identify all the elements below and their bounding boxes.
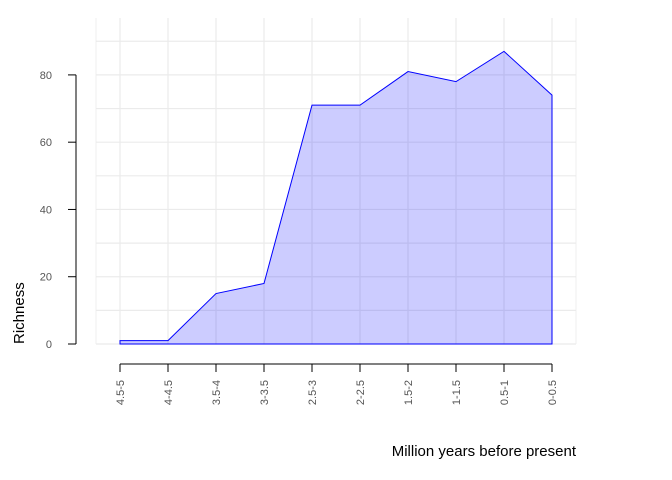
x-tick-label: 2-2.5 <box>355 380 367 405</box>
x-tick-label: 0.5-1 <box>499 380 511 405</box>
y-tick-label: 40 <box>40 204 52 216</box>
y-tick-label: 0 <box>46 339 52 351</box>
x-tick-label: 3-3.5 <box>259 380 271 405</box>
x-axis: 4.5-5 4-4.5 3.5-4 3-3.5 2.5-3 2-2.5 1.5-2 1-1.5… <box>115 363 559 405</box>
x-tick-label: 4-4.5 <box>163 380 175 405</box>
y-axis-title: Richness <box>11 282 28 344</box>
x-tick-label: 1-1.5 <box>451 380 463 405</box>
x-axis-title: Million years before present <box>392 443 577 460</box>
plot-panel <box>96 18 576 344</box>
y-tick-label: 20 <box>40 272 52 284</box>
x-tick-label: 4.5-5 <box>115 380 127 405</box>
grid-lines <box>95 18 577 345</box>
x-tick-label: 0-0.5 <box>547 380 559 405</box>
y-axis: 0 20 40 60 80 <box>40 70 77 351</box>
y-tick-label: 80 <box>40 70 52 82</box>
x-tick-label: 1.5-2 <box>403 380 415 405</box>
x-tick-label: 2.5-3 <box>307 380 319 405</box>
x-tick-label: 3.5-4 <box>211 380 223 405</box>
area-series <box>119 50 553 345</box>
y-tick-label: 60 <box>40 137 52 149</box>
